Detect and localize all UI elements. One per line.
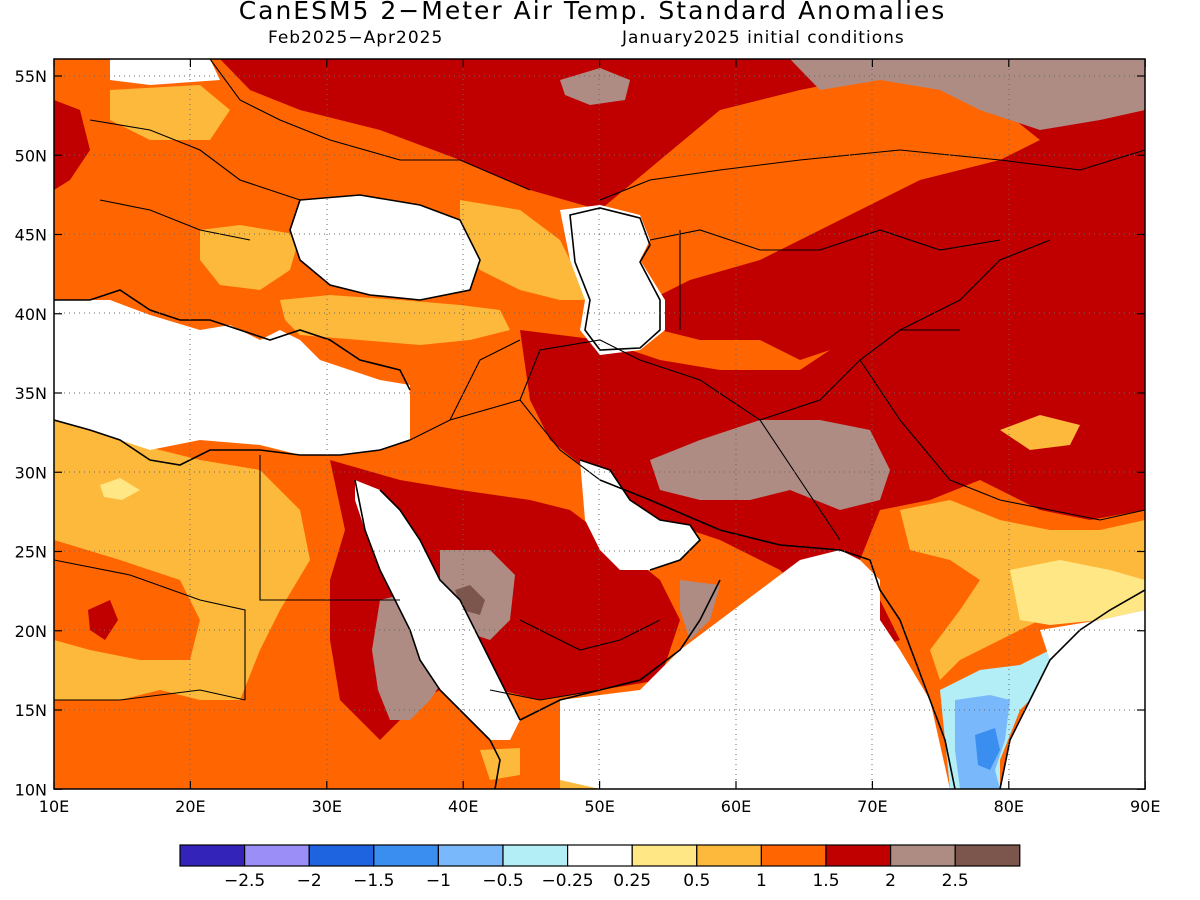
coastline-caspian (569, 207, 661, 351)
lat-label: 40N (15, 305, 47, 324)
coastline-north-africa (54, 419, 411, 466)
anomaly-region-oman-taupe (680, 580, 720, 640)
anomaly-region-caucasus-light (460, 200, 600, 300)
anomaly-region-black-sea-white (290, 195, 480, 300)
lat-label: 30N (15, 463, 47, 482)
legend-swatch (566, 844, 633, 867)
legend-swatch (502, 844, 569, 867)
anomaly-region-india-coast-white (1000, 610, 1145, 789)
anomaly-region-mediterranean-white (54, 300, 410, 455)
legend-swatch (179, 844, 246, 867)
coastline-iran-pakistan (599, 479, 871, 561)
legend-swatch (308, 844, 375, 867)
legend-label: −2 (297, 871, 322, 891)
lat-label: 20N (15, 622, 47, 641)
lat-label: 10N (15, 780, 47, 799)
latitude-axis: 55N 50N 45N 40N 35N 30N 25N 20N 15N 10N (15, 67, 1145, 799)
anomaly-region-india-blue (975, 728, 1000, 770)
forecast-period: Feb2025−Apr2025 (268, 28, 444, 48)
legend-swatch (437, 844, 504, 867)
map-title: CanESM5 2−Meter Air Temp. Standard Anoma… (238, 0, 947, 25)
legend-swatch (825, 844, 892, 867)
legend-label: −0.25 (542, 871, 594, 891)
legend-swatch (954, 844, 1021, 867)
anomaly-region-gulf-white (580, 460, 700, 570)
anomaly-region-caspian-north-taupe (560, 68, 630, 105)
legend-label: 2 (885, 871, 896, 891)
anomaly-region-libya-yellow (100, 478, 140, 500)
coastline-horn-africa (489, 739, 501, 789)
legend-label: 0.5 (683, 871, 710, 891)
anomaly-region-arabian-sea-white (560, 550, 950, 789)
lat-label: 25N (15, 543, 47, 562)
lon-label: 50E (584, 797, 614, 816)
legend-swatch (244, 844, 310, 867)
lat-label: 55N (15, 67, 47, 86)
legend-swatch (889, 844, 956, 867)
initial-conditions-label: January2025 initial conditions (622, 28, 905, 48)
lon-label: 80E (994, 797, 1024, 816)
lon-label: 20E (175, 797, 205, 816)
anomaly-region-balkans-light (110, 85, 230, 140)
anomaly-region-europe-west (54, 100, 90, 190)
anomaly-shading (54, 59, 1145, 789)
lon-label: 70E (857, 797, 887, 816)
anomaly-region-caspian-white (560, 205, 665, 355)
legend-swatch (373, 844, 439, 867)
legend-label: −1 (426, 871, 451, 891)
lat-label: 15N (15, 701, 47, 720)
lon-label: 40E (448, 797, 478, 816)
lon-label: 60E (721, 797, 751, 816)
anomaly-region-russia-north (220, 59, 1145, 360)
anomaly-region-tibet-light (1000, 415, 1080, 450)
legend-label: 1 (756, 871, 767, 891)
anomaly-region-turkey-light (280, 295, 510, 345)
anomaly-region-pakistan-taupe (650, 420, 890, 510)
lon-label: 10E (39, 797, 69, 816)
anomaly-region-north-taupe (790, 59, 1145, 130)
anomaly-region-iran-asia (520, 180, 1145, 650)
color-legend: −2.5 −2 −1.5 −1 −0.5 −0.25 0.25 0.5 1 1.5 2 2.5 (179, 844, 1021, 891)
map-grid (54, 59, 1145, 789)
lon-label: 30E (312, 797, 342, 816)
legend-label: −1.5 (353, 871, 394, 891)
legend-label: 0.25 (613, 871, 651, 891)
anomaly-region-ukraine-light (200, 225, 300, 290)
coastline-gulf (579, 459, 702, 571)
legend-swatch (696, 844, 762, 867)
anomaly-region-north-coast-white (110, 59, 220, 85)
anomaly-region-sudan-red (88, 600, 118, 640)
coastline-india-west (869, 559, 956, 789)
coastline-mediterranean-north (54, 289, 411, 391)
legend-swatch (631, 844, 698, 867)
legend-label: −0.5 (482, 871, 523, 891)
lat-label: 45N (15, 226, 47, 245)
legend-label: −2.5 (224, 871, 265, 891)
lat-label: 35N (15, 384, 47, 403)
coastline-arabia-south (519, 579, 721, 721)
legend-swatch (760, 844, 827, 867)
longitude-axis: 10E 20E 30E 40E 50E 60E 70E 80E 90E (39, 59, 1160, 816)
legend-label: 2.5 (942, 871, 969, 891)
legend-label: 1.5 (812, 871, 839, 891)
coastline-india-east (999, 589, 1145, 789)
coastline-red-sea-east (379, 489, 521, 721)
lat-label: 50N (15, 146, 47, 165)
anomaly-region-red-sea-white (355, 480, 520, 740)
coastline-black-sea (289, 194, 481, 301)
lon-label: 90E (1130, 797, 1160, 816)
